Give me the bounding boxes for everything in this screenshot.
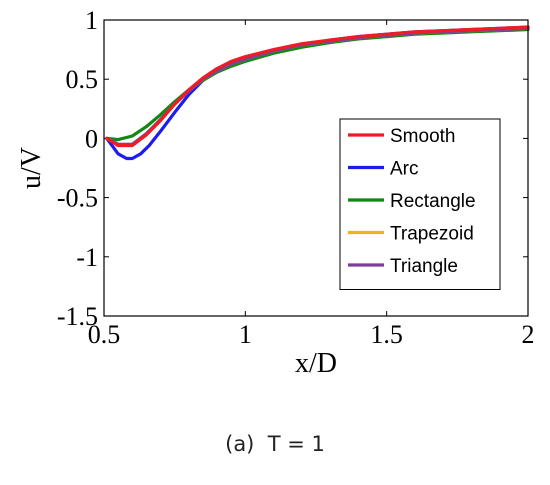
y-tick-label: 0 xyxy=(85,124,98,153)
y-tick-label: 1 xyxy=(85,6,98,35)
legend-label: Arc xyxy=(390,159,419,180)
series-lines xyxy=(105,25,530,161)
line-chart: 0.5 1 1.5 2 -1.5 -1 -0.5 0 0.5 1 Smooth Arc Rectang… xyxy=(16,6,535,379)
legend: Smooth Arc Rectangle Trapezoid Triangle xyxy=(339,118,501,290)
figure-caption: (a) T = 1 xyxy=(225,432,325,456)
x-tick-label: 1 xyxy=(239,320,252,349)
x-tick-label: 1.5 xyxy=(370,320,403,349)
y-tick-label: -1 xyxy=(76,243,98,272)
y-tick-label: -1.5 xyxy=(57,302,98,331)
x-tick-label: 0.5 xyxy=(88,320,121,349)
x-tick-label: 2 xyxy=(522,320,535,349)
legend-label: Triangle xyxy=(390,256,458,277)
y-tick-label: 0.5 xyxy=(66,65,99,94)
legend-label: Smooth xyxy=(390,126,455,147)
legend-label: Trapezoid xyxy=(390,224,474,245)
y-tick-label: -0.5 xyxy=(57,184,98,213)
axis-ticks: 0.5 1 1.5 2 -1.5 -1 -0.5 0 0.5 1 xyxy=(57,6,535,349)
series-line-smooth xyxy=(105,25,530,148)
x-axis-label: x/D xyxy=(295,348,337,379)
y-axis-label: u/V xyxy=(16,147,47,189)
plot-frame xyxy=(103,19,529,317)
legend-label: Rectangle xyxy=(390,191,476,212)
legend-box xyxy=(339,118,501,290)
